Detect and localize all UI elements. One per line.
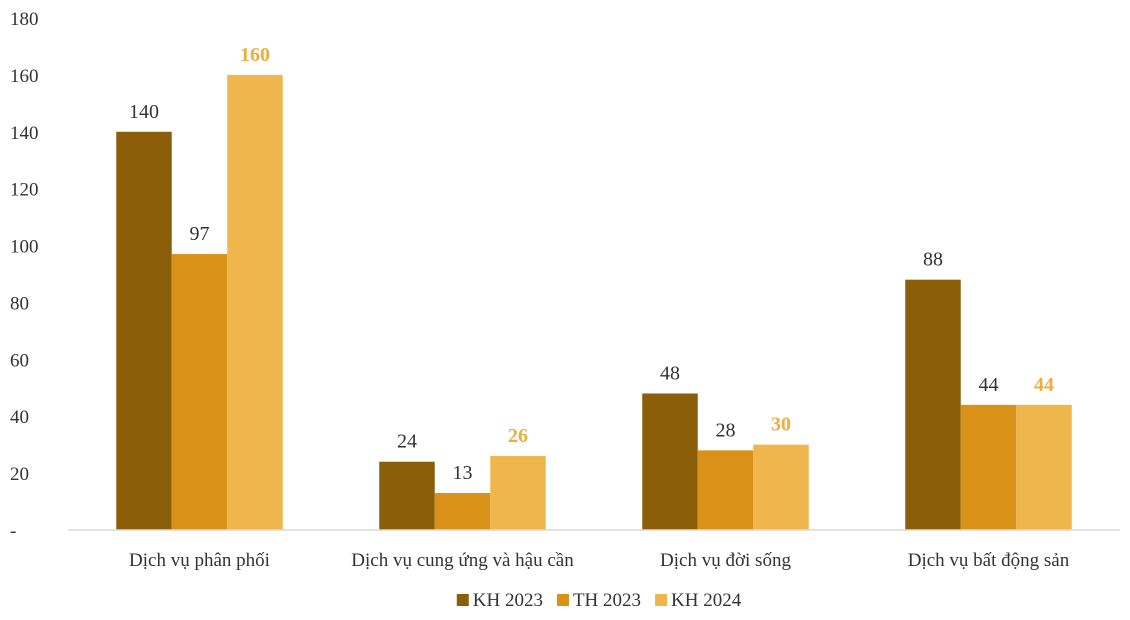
data-label: 13 [453,462,473,484]
y-tick-label: 100 [10,237,39,258]
bar [116,131,172,530]
bar [490,456,546,530]
bar [642,393,698,530]
data-label: 88 [923,249,943,271]
legend-label: KH 2024 [671,590,742,611]
y-tick-label: 60 [10,350,29,371]
x-axis: Dịch vụ phân phối Dịch vụ cung ứng và hậu… [129,550,1070,571]
y-tick-label: 80 [10,293,29,314]
legend-swatch [456,594,469,606]
bar [753,444,809,530]
y-tick-label: - [10,521,16,542]
bar [1016,404,1072,530]
legend-swatch [556,594,569,606]
legend-swatch [655,594,668,606]
bar [960,404,1017,530]
data-label: 24 [397,431,417,453]
y-tick-label: 20 [10,464,29,485]
data-label: 28 [716,419,736,441]
bar [905,279,961,530]
y-axis: - 20 40 60 80 100 120 140 160 180 [10,9,39,542]
bar [171,254,228,531]
bars [116,74,1072,531]
x-tick-label: Dịch vụ bất động sản [908,550,1070,571]
bar [697,450,754,530]
data-label: 26 [508,425,528,447]
y-tick-label: 160 [10,66,39,87]
y-tick-label: 140 [10,123,39,144]
bar [434,493,491,530]
x-tick-label: Dịch vụ đời sống [660,550,791,571]
legend-label: KH 2023 [473,590,543,611]
data-label: 30 [771,414,791,436]
data-label: 160 [240,44,270,66]
data-label: 48 [660,362,680,384]
y-tick-label: 120 [10,180,39,201]
data-label: 44 [979,374,999,396]
bar [379,461,435,530]
y-tick-label: 40 [10,407,29,428]
data-label: 44 [1034,374,1054,396]
legend-label: TH 2023 [573,590,641,611]
data-label: 140 [129,101,159,123]
x-tick-label: Dịch vụ cung ứng và hậu cần [351,550,574,571]
data-labels: 140 97 160 24 13 26 48 28 30 88 44 44 [129,44,1054,484]
bar [227,74,283,530]
y-tick-label: 180 [10,9,39,30]
x-tick-label: Dịch vụ phân phối [129,550,270,571]
data-label: 97 [190,223,210,245]
legend: KH 2023 TH 2023 KH 2024 [456,590,742,611]
